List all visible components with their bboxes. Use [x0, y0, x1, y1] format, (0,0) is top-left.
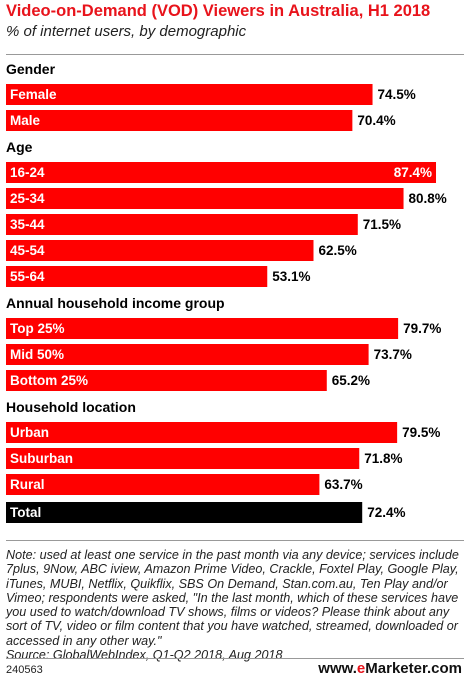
bar [6, 162, 437, 183]
bar [6, 422, 398, 443]
bar [6, 188, 404, 209]
value-label: 79.5% [402, 425, 440, 440]
bar [6, 266, 268, 287]
group-header: Household location [6, 399, 136, 415]
footer-divider [6, 658, 464, 659]
bar-label: 25-34 [10, 191, 45, 206]
value-label: 73.7% [374, 347, 412, 362]
chart-note: Note: used at least one service in the p… [6, 548, 468, 662]
bar [6, 84, 373, 105]
bar-label: Rural [10, 477, 45, 492]
value-label: 63.7% [324, 477, 362, 492]
value-label: 70.4% [357, 113, 395, 128]
bar [6, 214, 358, 235]
bar [6, 370, 327, 391]
bar-label: 35-44 [10, 217, 45, 232]
bar-label: Male [10, 113, 41, 128]
bar-label: Total [10, 505, 41, 520]
chart-title: Video-on-Demand (VOD) Viewers in Austral… [6, 2, 431, 20]
bar-chart: Gender Female 74.5% Male 70.4% Age 16-24 87.4% 2… [6, 61, 447, 523]
bar-label: Top 25% [10, 321, 65, 336]
bar [6, 474, 320, 495]
bar-label: Suburban [10, 451, 73, 466]
group-header: Annual household income group [6, 295, 225, 311]
note-divider [6, 540, 464, 541]
bar-label: Mid 50% [10, 347, 64, 362]
bar-label: 55-64 [10, 269, 45, 284]
chart-subtitle: % of internet users, by demographic [6, 23, 247, 40]
value-label: 53.1% [272, 269, 310, 284]
value-label: 74.5% [378, 87, 416, 102]
bar-label: Female [10, 87, 57, 102]
bar [6, 240, 314, 261]
bar-label: 45-54 [10, 243, 45, 258]
bar [6, 448, 360, 469]
bar [6, 110, 353, 131]
value-label: 79.7% [403, 321, 441, 336]
value-label: 87.4% [394, 165, 432, 180]
bar [6, 344, 369, 365]
bar [6, 318, 399, 339]
brand-logo: www.eMarketer.com [318, 660, 462, 677]
note-text: Note: used at least one service in the p… [6, 548, 459, 648]
value-label: 65.2% [332, 373, 370, 388]
value-label: 80.8% [409, 191, 447, 206]
value-label: 71.5% [363, 217, 401, 232]
value-label: 62.5% [319, 243, 357, 258]
bar-label: Bottom 25% [10, 373, 88, 388]
bar-label: 16-24 [10, 165, 45, 180]
chart-id: 240563 [6, 664, 43, 676]
total-bar [6, 502, 363, 523]
top-divider [6, 54, 464, 55]
value-label: 72.4% [367, 505, 405, 520]
value-label: 71.8% [364, 451, 402, 466]
group-header: Gender [6, 61, 56, 77]
group-header: Age [6, 139, 33, 155]
bar-label: Urban [10, 425, 49, 440]
